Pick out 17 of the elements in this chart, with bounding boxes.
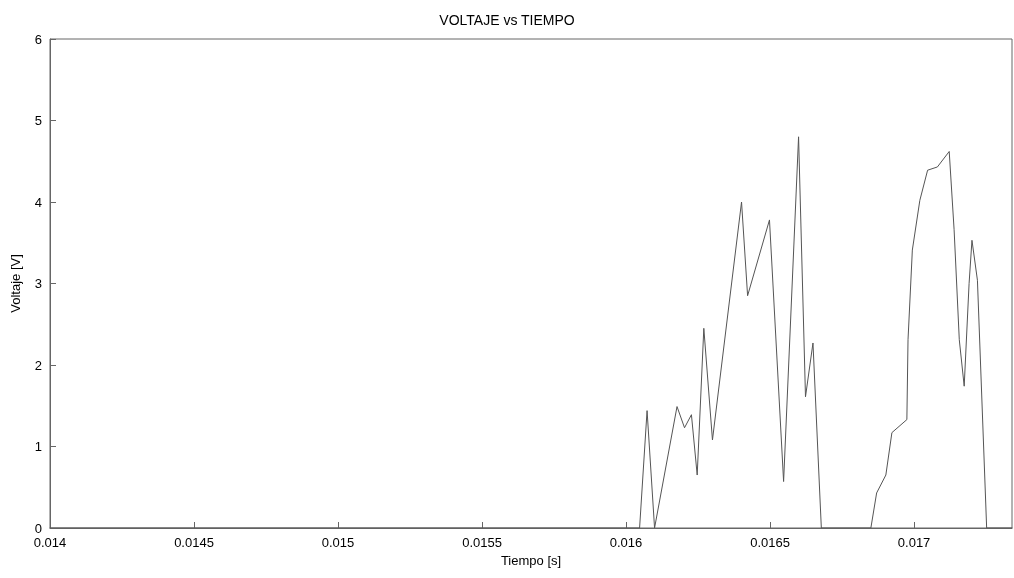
x-tick-label: 0.016 (609, 535, 643, 550)
y-tick-label: 5 (34, 113, 42, 128)
x-axis-title: Tiempo [s] (500, 552, 562, 568)
x-tick-label: 0.017 (897, 535, 931, 550)
x-tick-label: 0.0145 (174, 535, 214, 550)
chart-title: VOLTAJE vs TIEMPO (439, 12, 575, 28)
y-tick-label: 1 (34, 439, 42, 454)
x-tick-label: 0.0155 (462, 535, 502, 550)
x-tick-label: 0.014 (33, 535, 67, 550)
y-tick-label: 0 (34, 520, 42, 536)
y-tick-label: 6 (34, 31, 42, 47)
y-tick-label: 3 (34, 276, 42, 291)
x-tick-label: 0.0165 (750, 535, 790, 550)
y-tick-label: 2 (34, 357, 42, 373)
x-tick-label: 0.015 (321, 535, 355, 550)
y-axis-title: Voltaje [V] (8, 254, 23, 313)
y-tick-label: 4 (34, 194, 42, 210)
